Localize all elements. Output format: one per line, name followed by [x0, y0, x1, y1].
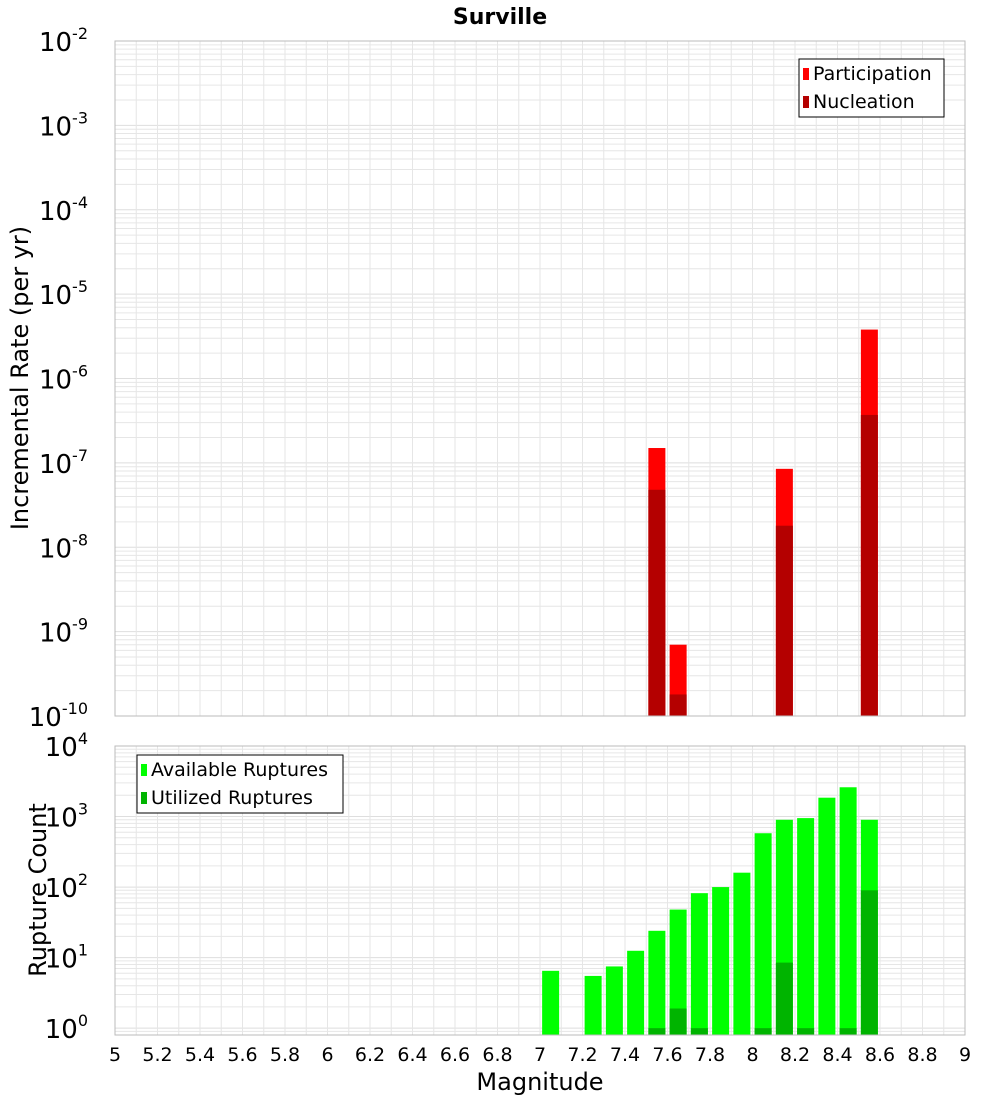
x-tick-label: 6.6 — [440, 1044, 470, 1066]
bar — [584, 975, 602, 1035]
x-tick-label: 6.4 — [397, 1044, 427, 1066]
bar — [754, 833, 772, 1035]
bar — [818, 797, 836, 1035]
y-tick-label: 10-8 — [39, 530, 88, 564]
legend-swatch — [803, 68, 809, 80]
y-tick-label: 10-3 — [39, 108, 88, 142]
x-tick-label: 8.2 — [780, 1044, 810, 1066]
x-tick-label: 7 — [534, 1044, 546, 1066]
bar — [669, 909, 687, 1035]
legend: Available Ruptures Utilized Ruptures — [136, 754, 344, 814]
bar — [648, 1028, 666, 1035]
x-tick-label: 7.4 — [610, 1044, 640, 1066]
x-tick-label: 7.6 — [652, 1044, 682, 1066]
y-tick-label: 10-9 — [39, 615, 88, 649]
x-tick-label: 5.8 — [270, 1044, 300, 1066]
x-tick-label: 5.4 — [185, 1044, 215, 1066]
legend-label: Available Ruptures — [151, 759, 328, 781]
x-tick-label: 9 — [959, 1044, 971, 1066]
bar — [797, 1028, 815, 1035]
legend-box — [136, 754, 344, 814]
legend-swatch — [141, 764, 147, 776]
bar — [605, 966, 623, 1035]
x-tick-label: 8.8 — [907, 1044, 937, 1066]
counts-chart: 100 101 102 103 104 5 5.2 5.4 5.6 5.8 6 6.2 6.4 6.6 6.… — [45, 729, 971, 1066]
bar — [775, 962, 793, 1035]
rates-chart: 10-10 10-9 10-8 10-7 10-6 10-5 10-4 10-3 10-2 Par… — [29, 24, 966, 733]
bar — [775, 525, 793, 716]
y-tick-label: 10-2 — [39, 24, 88, 58]
y-tick-label: 102 — [45, 870, 88, 904]
plot-frame — [114, 745, 966, 1036]
legend-swatch — [141, 792, 147, 804]
bar — [839, 1028, 857, 1035]
legend: Participation Nucleation — [798, 58, 945, 118]
x-tick-label: 5.6 — [227, 1044, 257, 1066]
x-tick-label: 6.2 — [355, 1044, 385, 1066]
bar — [712, 887, 730, 1035]
y-tick-label: 100 — [45, 1011, 88, 1045]
y-tick-label: 10-7 — [39, 446, 88, 480]
bar — [754, 1028, 772, 1035]
x-axis-label: Magnitude — [476, 1068, 603, 1096]
bar — [860, 890, 878, 1035]
bar — [542, 970, 560, 1035]
bar — [733, 872, 751, 1035]
legend-label: Utilized Ruptures — [151, 787, 313, 809]
plot-frame — [114, 40, 966, 717]
series-nucleation — [648, 414, 878, 716]
y-tick-label: 10-5 — [39, 277, 88, 311]
x-tick-label: 7.8 — [695, 1044, 725, 1066]
x-tick-label: 7.2 — [567, 1044, 597, 1066]
y-tick-label: 103 — [45, 800, 88, 834]
legend-swatch — [803, 96, 809, 108]
counts-y-axis-label: Rupture Count — [24, 803, 52, 977]
bar — [627, 950, 645, 1035]
bar — [690, 1028, 708, 1035]
x-tick-label: 8 — [746, 1044, 758, 1066]
bar — [797, 818, 815, 1035]
bar — [648, 489, 666, 716]
bar — [860, 414, 878, 716]
bar — [690, 893, 708, 1035]
legend-label: Nucleation — [813, 91, 915, 113]
legend-box — [798, 58, 945, 118]
bar — [669, 694, 687, 716]
chart-title: Surville — [453, 5, 547, 30]
y-tick-label: 10-6 — [39, 362, 88, 396]
bar — [648, 930, 666, 1035]
legend-label: Participation — [813, 63, 932, 85]
y-tick-label: 10-10 — [29, 699, 88, 733]
rates-y-axis-label: Incremental Rate (per yr) — [6, 226, 34, 530]
x-tick-label: 5.2 — [142, 1044, 172, 1066]
x-tick-label: 8.4 — [822, 1044, 852, 1066]
series-available-ruptures — [542, 787, 878, 1035]
y-tick-label: 104 — [45, 729, 88, 763]
bar — [669, 1008, 687, 1035]
x-tick-label: 8.6 — [865, 1044, 895, 1066]
x-tick-label: 6 — [321, 1044, 333, 1066]
x-tick-label: 5 — [109, 1044, 121, 1066]
series-utilized-ruptures — [648, 890, 878, 1035]
y-tick-label: 101 — [45, 941, 88, 975]
bar — [839, 787, 857, 1035]
grid — [114, 41, 966, 717]
x-tick-label: 6.8 — [482, 1044, 512, 1066]
y-tick-label: 10-4 — [39, 193, 88, 227]
